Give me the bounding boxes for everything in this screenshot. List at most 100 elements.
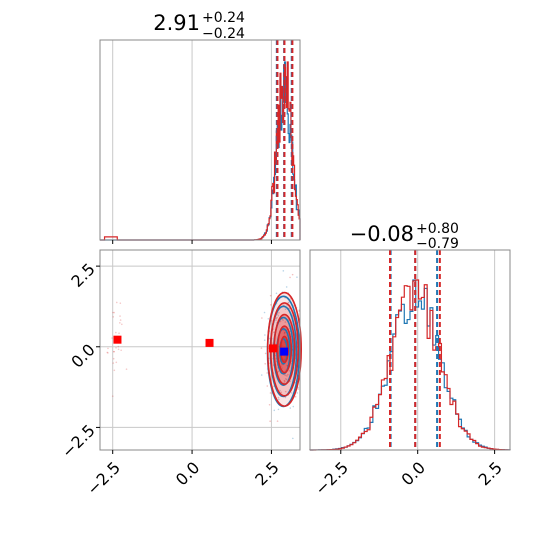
scatter-point [269, 392, 272, 394]
scatter-point [111, 395, 114, 397]
scatter-point [266, 385, 269, 387]
tick-marks [112, 240, 272, 244]
scatter-point [112, 350, 115, 353]
scatter-point [277, 314, 280, 317]
scatter-point [267, 317, 270, 320]
scatter-point [119, 319, 122, 321]
scatter-point [296, 276, 298, 278]
x-tick-labels: −2.5 0.0 2.5 [83, 458, 283, 499]
scatter-point [263, 339, 266, 341]
red-marker [205, 338, 214, 347]
scatter-point [271, 319, 273, 322]
scatter-point [287, 301, 289, 304]
scatter-point [277, 396, 280, 399]
scatter-point [276, 313, 279, 316]
scatter-point [106, 351, 109, 354]
x-tick-label: 2.5 [474, 458, 505, 489]
scatter-point [115, 331, 117, 334]
panel-frame [309, 249, 511, 451]
x-tick-label: 2.5 [251, 458, 282, 489]
scatter-point [115, 361, 118, 364]
blue-marker [280, 347, 289, 356]
panel-frame [99, 249, 301, 451]
scatter-point [263, 311, 266, 314]
scatter-point [275, 292, 278, 295]
scatter-point [284, 321, 287, 323]
scatter-point [270, 304, 272, 306]
scatter-point [283, 331, 286, 334]
tick-marks [340, 450, 496, 454]
scatter-point [283, 381, 285, 384]
param2-title-minus: −0.79 [416, 236, 459, 252]
x-tick-label: −2.5 [83, 458, 124, 499]
y-tick-label: 2.5 [67, 259, 98, 290]
scatter-point [121, 323, 123, 326]
scatter-point [283, 329, 285, 332]
scatter-point [284, 390, 287, 393]
scatter-point [279, 320, 282, 323]
scatter-point [273, 331, 275, 334]
y-tick-label: −2.5 [58, 421, 99, 462]
x-tick-label: 0.0 [398, 458, 429, 489]
scatter-point [264, 352, 267, 355]
scatter-point [275, 319, 277, 321]
scatter-point [280, 391, 283, 394]
scatter-point [275, 317, 277, 320]
scatter-point [284, 396, 287, 399]
scatter-point [294, 395, 297, 398]
scatter-point [107, 352, 109, 354]
scatter-point [276, 420, 279, 422]
histograms [309, 279, 511, 451]
scatter-point [269, 294, 272, 297]
scatter-point [113, 311, 115, 314]
scatter-point [284, 308, 287, 310]
red-marker [113, 335, 122, 344]
scatter-point [277, 408, 280, 411]
scatter-point [282, 270, 285, 272]
scatter-point [125, 368, 128, 370]
panel-joint: −2.5 0.0 2.5 2.5 0.0 −2.5 [58, 249, 303, 499]
scatter-point [283, 332, 286, 335]
x-tick-label: 0.0 [172, 458, 203, 489]
scatter-point [264, 362, 266, 365]
scatter-point [289, 298, 292, 300]
scatter-point [289, 407, 292, 409]
scatter-point [284, 374, 287, 377]
param2-title-value: −0.08 [350, 222, 414, 246]
scatter-point [268, 403, 271, 406]
scatter-point [291, 273, 294, 276]
markers [113, 335, 289, 356]
scatter-point [119, 302, 122, 305]
param2-title-plus: +0.80 [416, 221, 459, 237]
scatter-point [268, 337, 271, 340]
scatter-point [288, 369, 291, 372]
scatter-point [289, 276, 291, 279]
scatter-point [290, 392, 293, 394]
scatter-point [287, 373, 289, 376]
scatter-point [292, 437, 294, 440]
scatter-point [113, 350, 115, 353]
scatter-point [266, 372, 268, 374]
density-contours [266, 291, 303, 408]
param1-title-plus: +0.24 [202, 10, 245, 26]
scatter-point [118, 332, 120, 335]
x-tick-labels: −2.5 0.0 2.5 [311, 458, 506, 499]
scatter-point [279, 389, 281, 392]
scatter-point [282, 319, 284, 321]
scatter-point [112, 311, 114, 314]
scatter-point [283, 331, 286, 334]
scatter-point [269, 420, 271, 423]
scatter-point [112, 357, 115, 360]
scatter-point [112, 362, 115, 364]
scatter-point [261, 317, 263, 319]
scatter-point [115, 347, 117, 349]
scatter-point [281, 367, 283, 369]
y-tick-label: 0.0 [67, 340, 98, 371]
scatter-point [264, 334, 266, 336]
panel-param2-marginal: −2.5 0.0 2.5 −0.08 +0.80 −0.79 [309, 221, 511, 499]
scatter-point [260, 374, 263, 376]
scatter-point [117, 345, 120, 348]
scatter-point [283, 379, 286, 382]
scatter-point [278, 398, 280, 401]
